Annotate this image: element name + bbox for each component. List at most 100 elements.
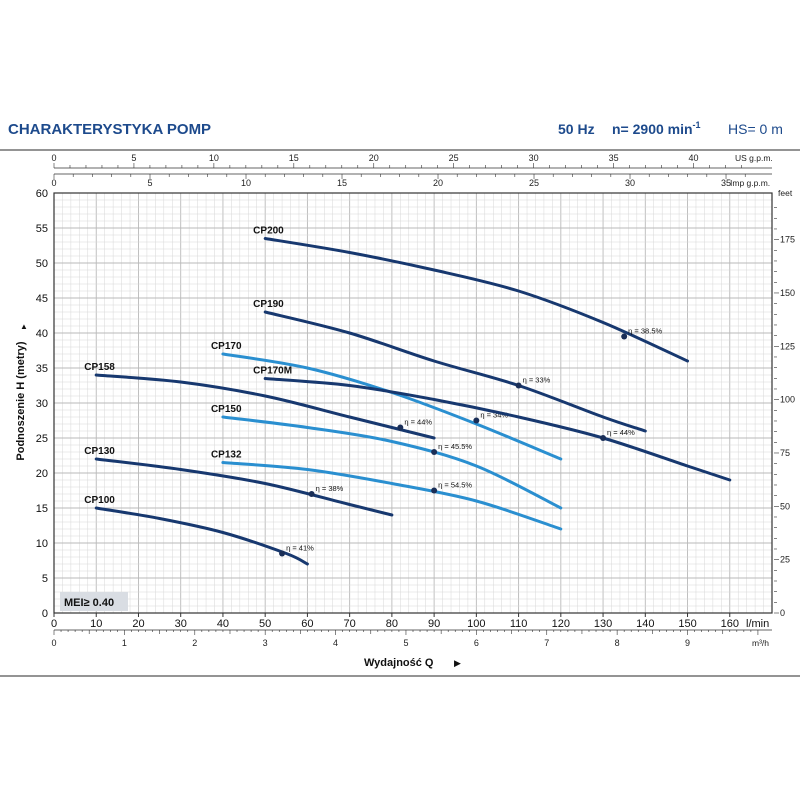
speed-label-exponent: -1 <box>693 120 701 130</box>
m3h-tick-label: 8 <box>615 638 620 648</box>
x-tick-label: 110 <box>510 618 528 630</box>
curve-cp100 <box>94 506 309 566</box>
curve-cp200 <box>263 237 689 363</box>
x-tick-label: 20 <box>132 618 144 630</box>
us-gpm-tick-label: 20 <box>369 153 379 163</box>
x-unit-label: l/min <box>746 618 769 630</box>
efficiency-label-cp158: η = 44% <box>404 418 432 427</box>
us-gpm-tick-label: 35 <box>609 153 619 163</box>
y-tick-label: 50 <box>36 258 48 270</box>
imp-gpm-unit-label: Imp g.p.m. <box>730 178 770 188</box>
mei-badge-text: MEI≥ 0.40 <box>64 597 114 609</box>
us-gpm-unit-label: US g.p.m. <box>735 153 773 163</box>
imp-gpm-tick-label: 5 <box>147 178 152 188</box>
imp-gpm-tick-label: 30 <box>625 178 635 188</box>
y-tick-label: 15 <box>36 503 48 515</box>
feet-tick-label: 150 <box>780 288 795 298</box>
y-tick-label: 0 <box>42 608 48 620</box>
efficiency-point-cp158 <box>397 424 404 431</box>
m3h-tick-label: 6 <box>474 638 479 648</box>
imp-gpm-tick-label: 25 <box>529 178 539 188</box>
m3h-tick-label: 0 <box>51 638 56 648</box>
imp-gpm-tick-label: 20 <box>433 178 443 188</box>
us-gpm-tick-label: 40 <box>689 153 699 163</box>
curve-cp132 <box>221 461 563 531</box>
x-tick-label: 50 <box>259 618 271 630</box>
curve-label-cp100: CP100 <box>84 495 115 506</box>
efficiency-label-cp170m: η = 44% <box>607 428 635 437</box>
m3h-tick-label: 7 <box>544 638 549 648</box>
x-tick-label: 140 <box>636 618 654 630</box>
curve-cp130 <box>94 457 394 517</box>
feet-tick-label: 125 <box>780 341 795 351</box>
x-tick-label: 90 <box>428 618 440 630</box>
y-tick-label: 60 <box>36 188 48 200</box>
x-tick-label: 80 <box>386 618 398 630</box>
curve-cp150 <box>221 415 563 510</box>
m3h-unit-label: m³/h <box>752 638 769 648</box>
us-gpm-tick-label: 0 <box>51 153 56 163</box>
efficiency-point-cp100 <box>279 550 286 557</box>
y-tick-label: 55 <box>36 223 48 235</box>
imp-gpm-tick-label: 15 <box>337 178 347 188</box>
y-axis-arrow: ▲ <box>20 322 28 331</box>
x-tick-label: 30 <box>175 618 187 630</box>
us-gpm-tick-label: 5 <box>131 153 136 163</box>
curve-label-cp170: CP170 <box>211 341 242 352</box>
feet-tick-label: 25 <box>780 555 790 565</box>
speed-label: n= 2900 min-1 <box>612 120 701 137</box>
x-tick-label: 120 <box>552 618 570 630</box>
curve-cp158 <box>94 373 436 440</box>
curve-label-cp170m: CP170M <box>253 366 292 377</box>
curve-label-cp158: CP158 <box>84 362 115 373</box>
plot-frame <box>53 192 773 614</box>
feet-tick-label: 175 <box>780 235 795 245</box>
x-tick-label: 150 <box>678 618 696 630</box>
curve-label-cp132: CP132 <box>211 450 242 461</box>
imp-gpm-tick-label: 0 <box>51 178 56 188</box>
x-tick-label: 0 <box>51 618 57 630</box>
y-tick-label: 5 <box>42 573 48 585</box>
efficiency-label-cp170: η = 34% <box>480 411 508 420</box>
x-tick-label: 160 <box>721 618 739 630</box>
x-tick-label: 130 <box>594 618 612 630</box>
efficiency-point-cp190 <box>515 382 522 389</box>
m3h-tick-label: 9 <box>685 638 690 648</box>
pump-curves: CP200 η = 38.5% CP190 η = 33% CP170 η = 34% CP… <box>84 226 732 566</box>
y-axis-label: Podnoszenie H (metry) <box>15 341 27 461</box>
x-tick-label: 70 <box>344 618 356 630</box>
m3h-tick-label: 4 <box>333 638 338 648</box>
efficiency-point-cp132 <box>431 487 438 494</box>
mei-badge <box>60 592 128 611</box>
efficiency-point-cp150 <box>431 449 438 455</box>
y-tick-label: 40 <box>36 328 48 340</box>
efficiency-label-cp190: η = 33% <box>523 376 551 385</box>
imp-gpm-tick-label: 10 <box>241 178 251 188</box>
curve-cp190 <box>263 310 647 433</box>
efficiency-point-cp170m <box>600 435 607 441</box>
efficiency-label-cp150: η = 45.5% <box>438 442 472 451</box>
feet-tick-label: 50 <box>780 501 790 511</box>
suction-head-label: HS= 0 m <box>728 121 783 137</box>
imp-gpm-tick-label: 35 <box>721 178 731 188</box>
y-tick-label: 30 <box>36 398 48 410</box>
curve-cp170m <box>263 377 732 482</box>
curve-label-cp200: CP200 <box>253 226 284 237</box>
efficiency-point-cp130 <box>308 491 315 497</box>
m3h-tick-label: 2 <box>192 638 197 648</box>
curve-label-cp150: CP150 <box>211 404 242 415</box>
x-tick-label: 60 <box>301 618 313 630</box>
feet-unit-label: feet <box>778 188 793 198</box>
efficiency-label-cp200: η = 38.5% <box>628 327 662 336</box>
us-gpm-tick-label: 25 <box>449 153 459 163</box>
x-axis-label: Wydajność Q <box>364 657 434 669</box>
x-tick-label: 40 <box>217 618 229 630</box>
y-tick-label: 25 <box>36 433 48 445</box>
m3h-tick-label: 1 <box>122 638 127 648</box>
efficiency-point-cp200 <box>621 333 628 340</box>
m3h-tick-label: 5 <box>403 638 408 648</box>
x-axis-arrow: ▶ <box>454 658 461 668</box>
